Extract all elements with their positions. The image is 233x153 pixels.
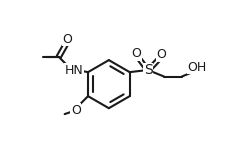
Text: O: O — [71, 104, 81, 117]
Text: O: O — [62, 33, 72, 46]
Text: HN: HN — [65, 64, 84, 77]
Text: OH: OH — [188, 61, 207, 74]
Text: O: O — [156, 48, 166, 61]
Text: O: O — [132, 47, 142, 60]
Text: S: S — [144, 63, 153, 77]
